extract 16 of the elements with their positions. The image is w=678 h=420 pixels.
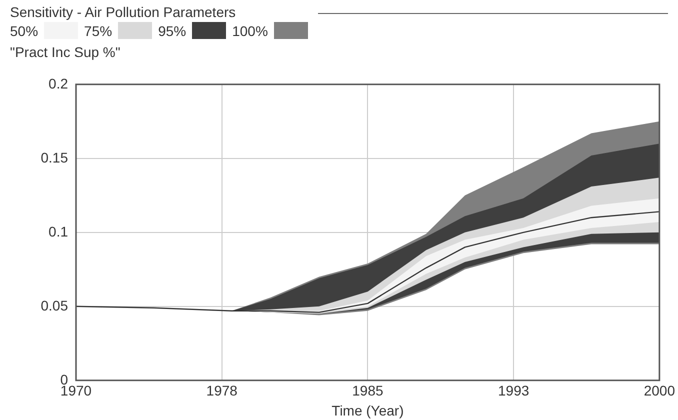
y-tick-label: 0 <box>60 371 68 388</box>
legend-label: 75% <box>84 22 112 38</box>
x-tick-label: 1993 <box>498 382 530 399</box>
x-tick-label: 2000 <box>644 382 676 399</box>
x-axis-title: Time (Year) <box>332 402 404 418</box>
x-tick-label: 1985 <box>352 382 384 399</box>
y-tick-label: 0.15 <box>40 149 68 166</box>
y-tick-label: 0.05 <box>40 297 68 314</box>
chart-title: Sensitivity - Air Pollution Parameters <box>10 4 236 20</box>
legend-label: 50% <box>10 22 38 38</box>
x-tick-label: 1978 <box>206 382 238 399</box>
y-tick-label: 0.2 <box>48 75 68 92</box>
legend-label: 95% <box>158 22 186 38</box>
legend-label: 100% <box>232 22 268 38</box>
y-tick-label: 0.1 <box>48 223 68 240</box>
y-axis-title: "Pract Inc Sup %" <box>10 44 120 60</box>
